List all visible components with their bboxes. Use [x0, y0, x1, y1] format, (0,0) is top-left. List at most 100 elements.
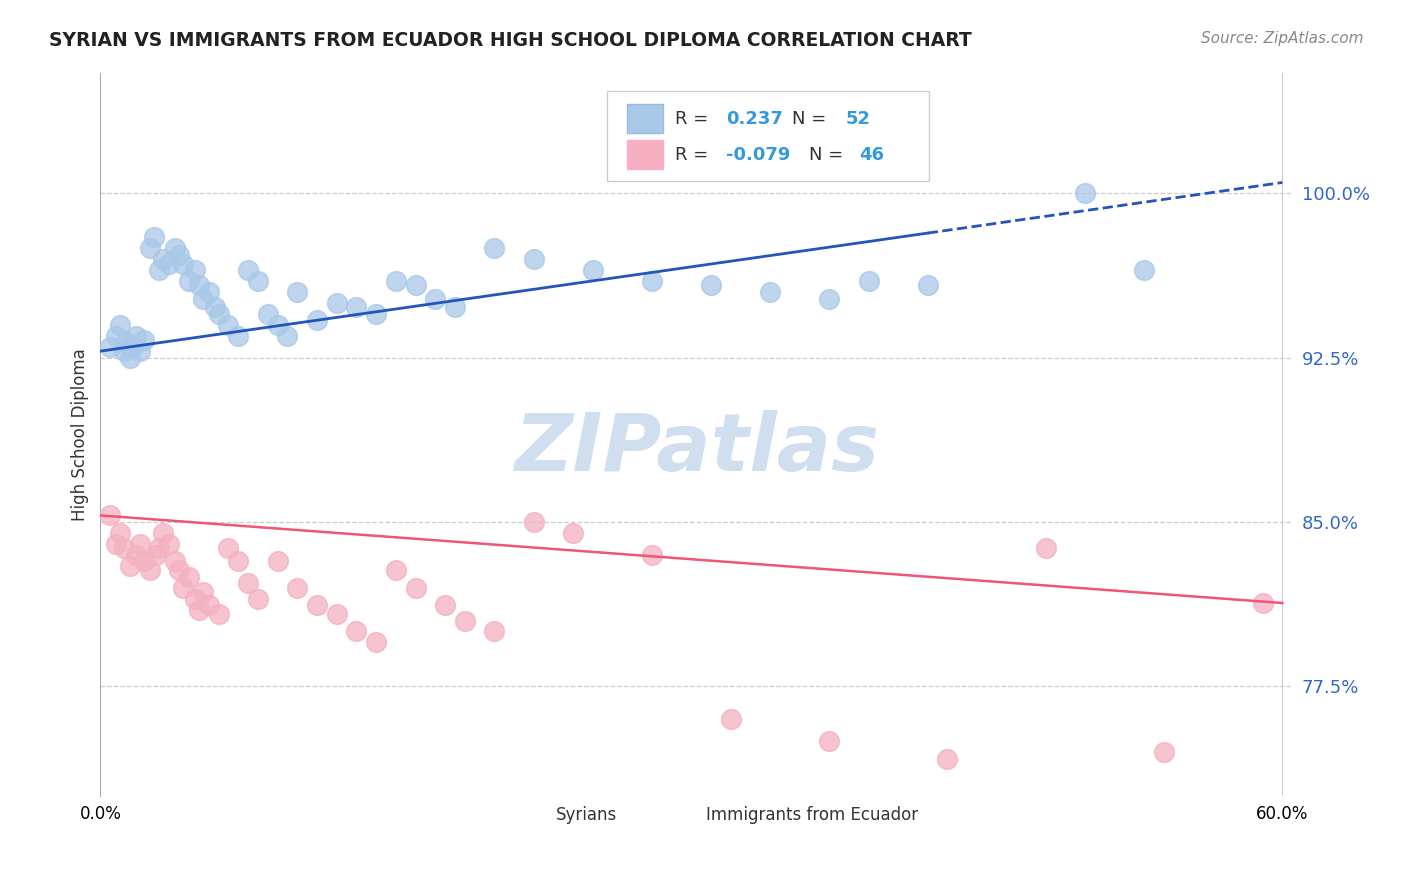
- Point: [191, 292, 214, 306]
- Point: [105, 328, 128, 343]
- FancyBboxPatch shape: [607, 91, 929, 181]
- Point: [226, 328, 249, 343]
- Point: [759, 285, 782, 299]
- Point: [346, 624, 368, 639]
- Y-axis label: High School Diploma: High School Diploma: [72, 348, 89, 521]
- Point: [858, 274, 880, 288]
- Point: [405, 581, 427, 595]
- Point: [700, 278, 723, 293]
- Point: [121, 340, 143, 354]
- Point: [112, 344, 135, 359]
- Point: [157, 537, 180, 551]
- Point: [187, 278, 209, 293]
- Point: [148, 263, 170, 277]
- Point: [720, 712, 742, 726]
- Point: [165, 554, 187, 568]
- Point: [172, 581, 194, 595]
- FancyBboxPatch shape: [523, 805, 550, 826]
- Point: [385, 274, 408, 288]
- Point: [217, 541, 239, 556]
- Point: [246, 274, 269, 288]
- Point: [108, 318, 131, 332]
- Point: [98, 340, 121, 354]
- Point: [385, 563, 408, 577]
- Point: [917, 278, 939, 293]
- Point: [641, 548, 664, 562]
- Text: R =: R =: [675, 145, 714, 163]
- Text: N =: N =: [810, 145, 849, 163]
- Point: [236, 263, 259, 277]
- Point: [152, 525, 174, 540]
- Point: [172, 256, 194, 270]
- Text: SYRIAN VS IMMIGRANTS FROM ECUADOR HIGH SCHOOL DIPLOMA CORRELATION CHART: SYRIAN VS IMMIGRANTS FROM ECUADOR HIGH S…: [49, 31, 972, 50]
- Point: [177, 274, 200, 288]
- Point: [1153, 745, 1175, 759]
- Point: [197, 598, 219, 612]
- Text: N =: N =: [792, 110, 831, 128]
- Point: [582, 263, 605, 277]
- Text: ZIPatlas: ZIPatlas: [513, 409, 879, 488]
- Point: [184, 263, 207, 277]
- Point: [118, 558, 141, 573]
- Point: [115, 335, 138, 350]
- Point: [105, 537, 128, 551]
- Point: [128, 537, 150, 551]
- Point: [936, 751, 959, 765]
- Point: [167, 248, 190, 262]
- Point: [165, 241, 187, 255]
- Point: [187, 602, 209, 616]
- Point: [138, 563, 160, 577]
- Point: [138, 241, 160, 255]
- Point: [425, 292, 447, 306]
- Point: [523, 252, 546, 267]
- Point: [157, 256, 180, 270]
- Point: [197, 285, 219, 299]
- Point: [1074, 186, 1097, 201]
- Point: [167, 563, 190, 577]
- Point: [484, 624, 506, 639]
- Point: [1133, 263, 1156, 277]
- Point: [125, 328, 148, 343]
- Point: [641, 274, 664, 288]
- Text: 52: 52: [845, 110, 870, 128]
- Point: [305, 313, 328, 327]
- Text: Syrians: Syrians: [555, 806, 617, 824]
- Point: [276, 328, 298, 343]
- Point: [444, 301, 467, 315]
- Point: [1251, 596, 1274, 610]
- Point: [132, 333, 155, 347]
- Point: [246, 591, 269, 606]
- Text: 46: 46: [859, 145, 884, 163]
- Point: [366, 635, 388, 649]
- Point: [177, 570, 200, 584]
- Point: [207, 607, 229, 621]
- Point: [285, 285, 308, 299]
- Point: [217, 318, 239, 332]
- Point: [204, 301, 226, 315]
- Point: [818, 734, 841, 748]
- Text: Immigrants from Ecuador: Immigrants from Ecuador: [706, 806, 918, 824]
- FancyBboxPatch shape: [672, 805, 699, 826]
- Point: [207, 307, 229, 321]
- Point: [112, 541, 135, 556]
- Point: [285, 581, 308, 595]
- Point: [405, 278, 427, 293]
- Point: [818, 292, 841, 306]
- Text: R =: R =: [675, 110, 714, 128]
- Point: [366, 307, 388, 321]
- Point: [125, 548, 148, 562]
- Point: [145, 548, 167, 562]
- Text: -0.079: -0.079: [725, 145, 790, 163]
- Point: [562, 525, 585, 540]
- Point: [236, 576, 259, 591]
- Point: [128, 344, 150, 359]
- Point: [305, 598, 328, 612]
- Point: [148, 541, 170, 556]
- Point: [98, 508, 121, 523]
- Point: [523, 515, 546, 529]
- Point: [434, 598, 457, 612]
- Point: [256, 307, 278, 321]
- Text: 0.237: 0.237: [725, 110, 783, 128]
- FancyBboxPatch shape: [627, 104, 662, 133]
- Point: [326, 296, 349, 310]
